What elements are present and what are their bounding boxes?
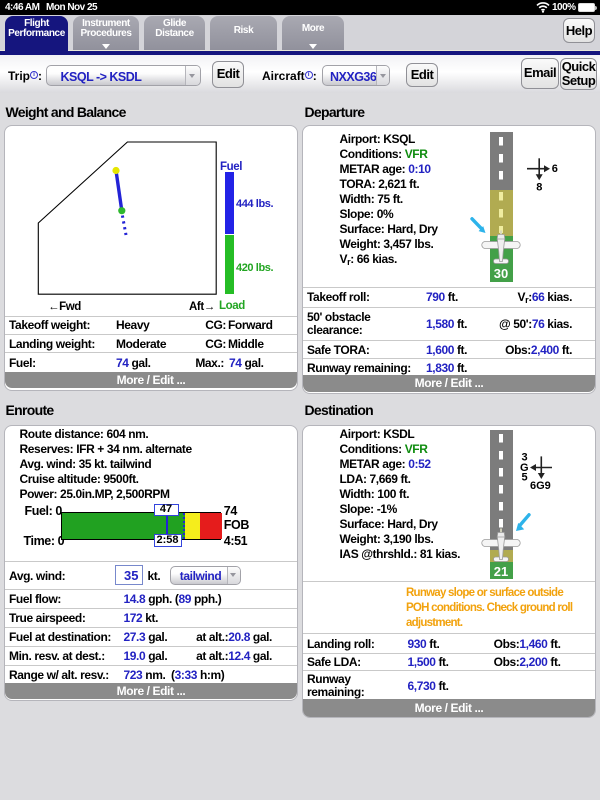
- svg-text:G: G: [520, 462, 529, 474]
- svg-text:6G9: 6G9: [530, 480, 551, 492]
- svg-text:3: 3: [522, 452, 528, 464]
- svg-text:8: 8: [536, 182, 542, 194]
- svg-text:5: 5: [522, 472, 528, 484]
- svg-text:6: 6: [552, 163, 558, 175]
